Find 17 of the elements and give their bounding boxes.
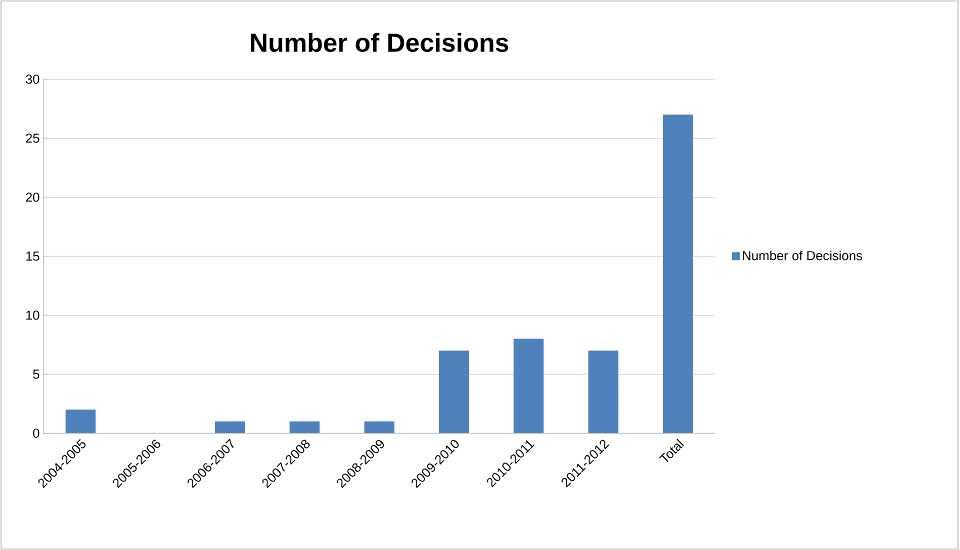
bar xyxy=(588,350,618,434)
y-tick-label: 5 xyxy=(33,370,40,379)
bar xyxy=(514,338,544,434)
bar xyxy=(438,350,469,434)
bar xyxy=(214,421,245,434)
chart-title: Number of Decisions xyxy=(251,32,508,52)
y-tick-label: 0 xyxy=(33,428,40,438)
y-tick-label: 30 xyxy=(26,74,40,84)
y-tick-label: 15 xyxy=(26,252,40,261)
bar xyxy=(662,114,693,434)
y-tick-label: 20 xyxy=(26,192,40,202)
y-tick-label: 25 xyxy=(26,134,40,143)
bar xyxy=(66,410,96,434)
bar xyxy=(290,421,320,434)
legend-label: Number of Decisions xyxy=(743,250,862,260)
y-tick-label: 10 xyxy=(26,310,40,320)
bar xyxy=(364,421,394,434)
